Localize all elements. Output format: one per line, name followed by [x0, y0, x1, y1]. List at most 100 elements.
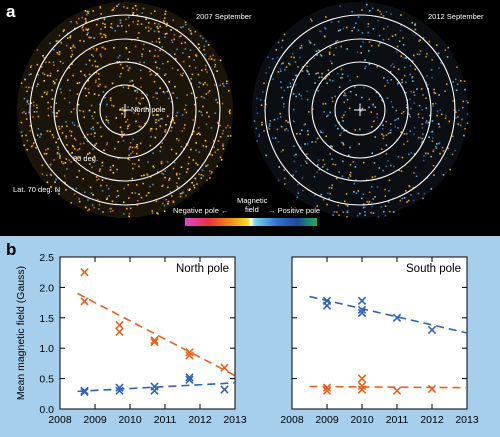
flux-dot: [395, 118, 398, 121]
flux-dot: [411, 76, 414, 78]
flux-dot: [385, 134, 388, 136]
flux-dot: [337, 30, 340, 32]
flux-dot: [150, 73, 153, 75]
flux-dot: [310, 18, 312, 21]
flux-dot: [219, 59, 222, 62]
flux-dot: [403, 143, 405, 146]
flux-dot: [398, 40, 401, 42]
flux-dot: [70, 21, 72, 23]
flux-dot: [338, 121, 340, 124]
flux-dot: [137, 113, 140, 115]
flux-dot: [171, 67, 174, 70]
flux-dot: [410, 194, 412, 196]
flux-dot: [37, 127, 40, 130]
flux-dot: [326, 75, 328, 78]
flux-dot: [265, 154, 267, 157]
flux-dot: [87, 153, 89, 155]
flux-dot: [140, 196, 143, 199]
right-map-date: 2012 September: [428, 12, 484, 21]
flux-dot: [438, 123, 440, 125]
flux-dot: [98, 103, 101, 106]
flux-dot: [182, 191, 184, 194]
flux-dot: [128, 85, 130, 88]
flux-dot: [55, 141, 57, 144]
flux-dot: [439, 109, 442, 111]
flux-dot: [53, 159, 55, 161]
lat70-label: Lat. 70 deg. N: [13, 185, 61, 194]
data-point: [392, 386, 402, 395]
flux-dot: [92, 158, 94, 161]
flux-dot: [109, 97, 112, 99]
flux-dot: [135, 108, 138, 111]
flux-dot: [160, 146, 162, 148]
flux-dot: [145, 18, 147, 20]
flux-dot: [168, 81, 170, 83]
flux-dot: [459, 124, 462, 127]
flux-dot: [129, 67, 131, 69]
flux-dot: [212, 54, 214, 57]
flux-dot: [178, 35, 181, 38]
flux-dot: [288, 121, 290, 124]
flux-dot: [205, 93, 208, 95]
flux-dot: [421, 117, 424, 119]
flux-dot: [430, 188, 433, 190]
flux-dot: [341, 73, 344, 75]
flux-dot: [318, 49, 320, 52]
flux-dot: [358, 143, 360, 145]
flux-dot: [411, 76, 413, 79]
flux-dot: [419, 39, 421, 41]
flux-dot: [191, 133, 194, 136]
flux-dot: [163, 204, 166, 207]
flux-dot: [452, 81, 454, 83]
flux-dot: [428, 136, 430, 138]
flux-dot: [55, 40, 58, 42]
flux-dot: [436, 110, 439, 113]
flux-dot: [137, 199, 139, 202]
flux-dot: [454, 149, 457, 152]
flux-dot: [195, 55, 198, 57]
flux-dot: [139, 102, 141, 105]
flux-dot: [328, 53, 331, 55]
flux-dot: [435, 147, 438, 149]
flux-dot: [337, 204, 340, 207]
flux-dot: [55, 78, 58, 81]
flux-dot: [274, 137, 277, 139]
flux-dot: [112, 8, 114, 11]
flux-dot: [229, 109, 231, 111]
flux-dot: [58, 193, 60, 195]
flux-dot: [214, 112, 217, 114]
field-colorbar: [185, 218, 317, 226]
flux-dot: [294, 61, 297, 63]
flux-dot: [425, 81, 427, 84]
flux-dot: [192, 159, 195, 161]
flux-dot: [182, 52, 184, 54]
flux-dot: [220, 159, 223, 161]
flux-dot: [136, 91, 139, 94]
flux-dot: [141, 55, 143, 58]
flux-dot: [408, 185, 411, 188]
flux-dot: [160, 117, 163, 120]
flux-dot: [208, 115, 210, 118]
flux-dot: [72, 44, 75, 46]
flux-dot: [280, 150, 283, 153]
flux-dot: [366, 179, 368, 181]
flux-dot: [209, 177, 211, 179]
flux-dot: [427, 121, 430, 124]
flux-dot: [36, 134, 39, 137]
flux-dot: [49, 75, 52, 77]
flux-dot: [327, 69, 330, 72]
flux-dot: [356, 51, 359, 53]
flux-dot: [354, 129, 356, 131]
flux-dot: [419, 136, 422, 139]
flux-dot: [425, 122, 428, 124]
flux-dot: [48, 61, 51, 64]
flux-dot: [190, 77, 193, 80]
flux-dot: [203, 45, 206, 48]
flux-dot: [423, 192, 426, 195]
flux-dot: [202, 175, 205, 177]
flux-dot: [433, 88, 435, 91]
flux-dot: [31, 87, 33, 89]
flux-dot: [331, 184, 334, 187]
data-point: [427, 325, 437, 335]
flux-dot: [381, 133, 383, 135]
